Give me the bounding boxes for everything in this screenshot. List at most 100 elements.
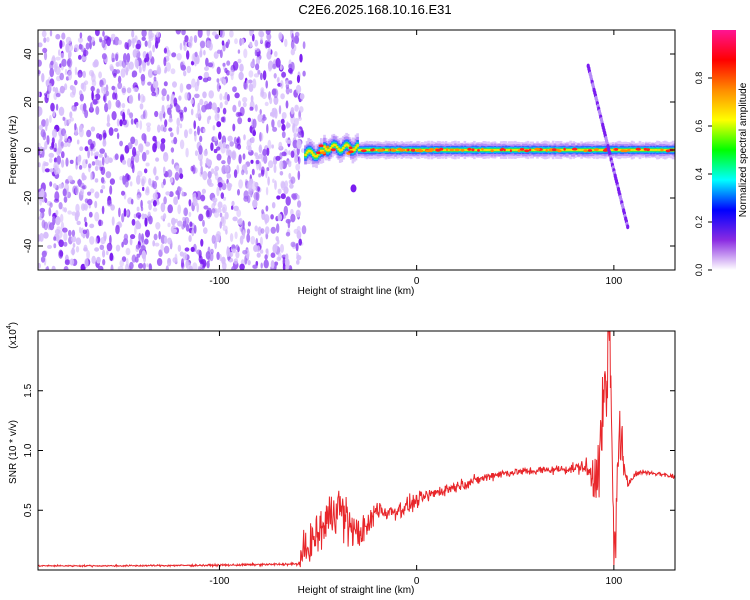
spectrogram-noise-cell (285, 100, 289, 109)
spectrogram-panel: -100 0 100 -40 -20 0 20 40 Height of straight l… (8, 29, 676, 297)
spectrogram-noise-cell (100, 237, 106, 245)
spectrogram-noise-cell (144, 238, 149, 245)
spectrogram-signal-cell (305, 151, 309, 154)
spectrogram-noise-cell (119, 119, 123, 127)
spectrogram-noise-cell (104, 102, 109, 113)
spectrogram-noise-cell (90, 126, 96, 132)
spectrogram-noise-cell (297, 131, 302, 139)
spectrogram-noise-cell (265, 186, 269, 196)
spectrogram-noise-cell (45, 122, 48, 132)
spectrogram-signal-cell (307, 149, 310, 153)
spectrogram-noise-cell (171, 217, 176, 226)
spectrogram-noise-cell (262, 70, 267, 81)
spectrogram-noise-cell (202, 91, 207, 99)
spectrogram-noise-cell (288, 150, 291, 156)
spectrogram-noise-cell (250, 235, 256, 245)
spectrogram-noise-cell (201, 188, 206, 194)
spectrogram-peak-cell (646, 148, 650, 152)
spectrogram-noise-cell (288, 265, 293, 270)
spectrogram-noise-cell (280, 243, 284, 253)
spectrogram-noise-cell (252, 264, 258, 269)
spectrogram-noise-cell (116, 118, 120, 127)
spectrogram-noise-cell (281, 112, 287, 119)
spectrogram-signal-cell (654, 149, 658, 151)
spectrogram-noise-cell (197, 265, 201, 270)
spectrogram-noise-cell (269, 97, 273, 105)
spectrogram-signal-cell (309, 149, 312, 152)
spectrogram-noise-cell (237, 49, 241, 54)
spectrogram-noise-cell (155, 157, 160, 162)
spectrogram-signal-cell (662, 149, 665, 151)
spectrogram-signal-cell (465, 149, 468, 151)
snr-y-tick-label: 1.0 (23, 443, 34, 457)
spectrogram-noise-cell (277, 119, 282, 128)
spectrogram-noise-cell (162, 126, 167, 133)
spectrogram-noise-cell (192, 196, 198, 207)
spectrogram-noise-cell (251, 181, 257, 191)
spectrogram-noise-cell (166, 94, 170, 102)
spectrogram-noise-cell (141, 151, 147, 162)
spectrogram-noise-cell (75, 237, 82, 245)
spectrogram-peak-cell (552, 148, 557, 152)
spectrogram-noise-cell (122, 111, 126, 122)
spectrogram-peak-cell (528, 148, 532, 152)
spectrogram-noise-cell (82, 103, 87, 112)
spectrogram-noise-cell (101, 185, 106, 190)
spectrogram-noise-cell (48, 152, 55, 158)
spectrogram-noise-cell (76, 220, 81, 226)
spectrogram-noise-cell (142, 262, 146, 270)
spectrogram-noise-cell (194, 93, 200, 99)
spectrogram-signal-cell (544, 149, 547, 151)
spectrogram-noise-cell (78, 226, 82, 234)
spectrogram-peak-cell (460, 148, 465, 152)
spectrogram-noise-cell (294, 31, 300, 38)
spectrogram-signal-cell (618, 149, 621, 151)
spectrogram-noise-cell (156, 258, 163, 266)
spectrogram-noise-cell (126, 258, 129, 268)
spectrogram-noise-cell (196, 249, 202, 255)
spectrogram-noise-cell (106, 242, 113, 252)
spectrogram-noise-cell (263, 259, 269, 269)
spectrogram-noise-cell (142, 62, 146, 72)
spectrogram-noise-cell (170, 147, 175, 153)
spectrogram-noise-cell (199, 40, 206, 49)
spectrogram-noise-cell (216, 66, 221, 75)
spectrogram-noise-cell (250, 60, 255, 67)
spectrogram-axes: -100 0 100 -40 -20 0 20 40 (23, 30, 675, 287)
snr-y-label: SNR (10 * v/v) (8, 420, 19, 484)
spectrogram-signal-cell (337, 148, 340, 151)
spectrogram-noise-cell (105, 171, 112, 179)
spectrogram-noise-cell (99, 244, 105, 250)
spectrogram-signal-cell (458, 149, 462, 151)
spectrogram-noise-cell (129, 237, 133, 246)
spectrogram-noise-cell (94, 191, 100, 199)
spectrogram-noise-cell (248, 83, 254, 92)
snr-panel: -100 0 100 0.5 1.0 1.5 Height of straight lin… (6, 322, 676, 596)
spectrogram-noise-cell (292, 194, 297, 201)
spectrogram-noise-cell (140, 199, 143, 209)
spectrogram-noise-cell (254, 49, 258, 57)
spectrogram-peak-cell (348, 150, 354, 154)
spectrogram-noise-cell (58, 145, 62, 154)
spectrogram-noise-cell (136, 206, 140, 212)
spectrogram-noise-cell (270, 252, 276, 258)
spectrogram-noise-cell (237, 58, 242, 64)
spectrogram-noise-cell (221, 256, 226, 265)
spectrogram-noise-cell (79, 146, 84, 151)
spectrogram-peak-cell (593, 148, 599, 152)
spectrogram-noise-cell (244, 164, 248, 171)
spectrogram-x-tick-label: -100 (209, 276, 229, 287)
spectrogram-signal-cell (514, 149, 517, 151)
spectrogram-noise-cell (285, 196, 291, 206)
spectrogram-noise-cell (208, 115, 212, 121)
spectrogram-noise-cell (143, 255, 146, 263)
spectrogram-signal-cell (433, 149, 437, 151)
spectrogram-noise-cell (255, 191, 260, 202)
spectrogram-noise-cell (63, 232, 68, 242)
spectrogram-noise-cell (132, 49, 137, 58)
spectrogram-noise-cell (179, 173, 184, 180)
spectrogram-noise-cell (202, 128, 206, 133)
spectrogram-noise-cell (237, 117, 243, 125)
spectrogram-noise-cell (285, 218, 291, 224)
spectrogram-noise-cell (148, 50, 153, 60)
